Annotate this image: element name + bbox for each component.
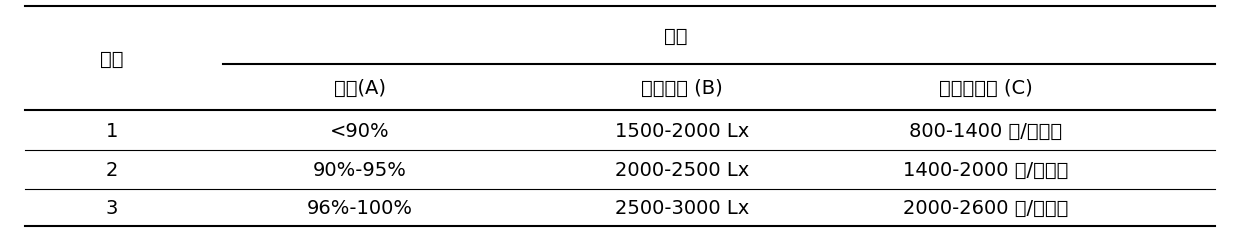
Text: 1: 1: [105, 121, 118, 140]
Text: 2000-2500 Lx: 2000-2500 Lx: [615, 160, 749, 179]
Text: 扦插苗密度 (C): 扦插苗密度 (C): [939, 78, 1033, 97]
Text: 1500-2000 Lx: 1500-2000 Lx: [615, 121, 749, 140]
Text: 2500-3000 Lx: 2500-3000 Lx: [615, 198, 749, 217]
Text: 2000-2600 株/平方米: 2000-2600 株/平方米: [903, 198, 1069, 217]
Text: <90%: <90%: [330, 121, 389, 140]
Text: 湿度(A): 湿度(A): [334, 78, 386, 97]
Text: 因素: 因素: [665, 26, 687, 45]
Text: 3: 3: [105, 198, 118, 217]
Text: 90%-95%: 90%-95%: [312, 160, 407, 179]
Text: 1400-2000 株/平方米: 1400-2000 株/平方米: [903, 160, 1069, 179]
Text: 96%-100%: 96%-100%: [306, 198, 413, 217]
Text: 膜下光照 (B): 膜下光照 (B): [641, 78, 723, 97]
Text: 水平: 水平: [100, 49, 123, 68]
Text: 800-1400 株/平方米: 800-1400 株/平方米: [909, 121, 1063, 140]
Text: 2: 2: [105, 160, 118, 179]
